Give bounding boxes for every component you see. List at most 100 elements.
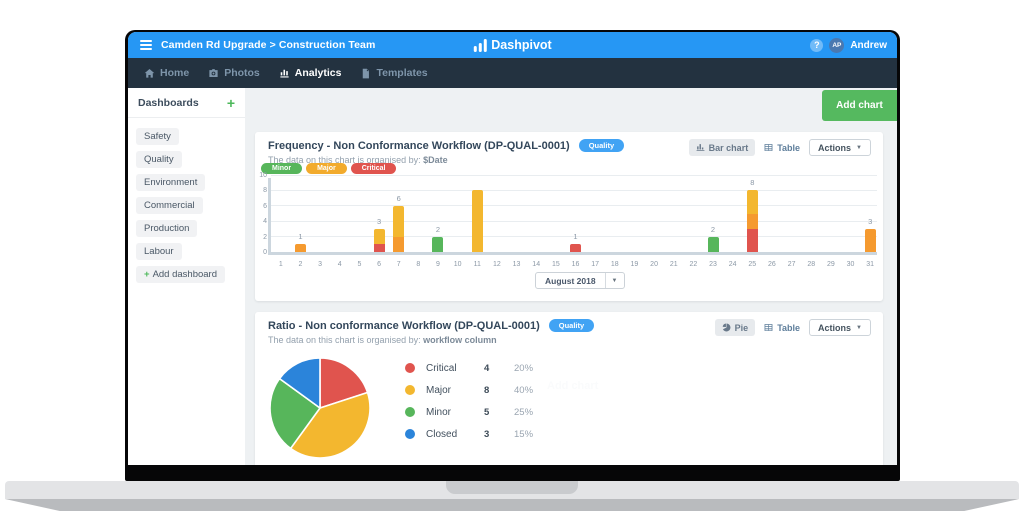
laptop-screen-bezel: Camden Rd Upgrade > Construction Team Da… [125, 30, 900, 481]
bar-day-9[interactable] [432, 236, 444, 252]
x-axis-tick: 25 [748, 261, 757, 268]
bar-chart-legend: Minor Major Critical [261, 163, 397, 174]
bar-day-7[interactable] [393, 205, 405, 252]
bar-segment-orange [393, 236, 405, 252]
x-axis-tick: 29 [826, 261, 835, 268]
bar-day-11[interactable] [471, 190, 483, 252]
app-body: Dashboards + Safety Quality Environment Com… [128, 88, 897, 465]
x-axis-tick: 11 [473, 261, 481, 268]
bar-day-6[interactable] [373, 228, 385, 252]
sidebar-header: Dashboards + [128, 88, 245, 118]
laptop-base-notch [446, 481, 578, 494]
pie-chart-icon [722, 323, 731, 332]
plus-icon: + [144, 269, 150, 280]
quality-badge[interactable]: Quality [548, 319, 595, 332]
bar-day-31[interactable] [864, 228, 876, 252]
y-axis-tick: 6 [263, 202, 267, 210]
breadcrumb[interactable]: Camden Rd Upgrade > Construction Team [161, 39, 376, 51]
laptop-base-edge [5, 499, 1019, 511]
sidebar-item-environment[interactable]: Environment [136, 174, 206, 191]
ratio-card-buttons: Pie Table Actions ▼ [714, 319, 871, 336]
bar-value-label: 2 [435, 224, 441, 234]
pie-view-button[interactable]: Pie [714, 319, 756, 336]
pie-slice-minor[interactable] [269, 377, 321, 450]
bar-day-2[interactable] [294, 244, 306, 252]
sidebar-add-dashboard[interactable]: + Add dashboard [136, 266, 226, 283]
bar-value-label: 3 [868, 216, 873, 226]
legend-dot [405, 385, 415, 395]
pie-legend: Critical 4 20% Major 8 40% Minor 5 25% Closed 3 15% [405, 363, 533, 451]
pie-legend-row-minor: Minor 5 25% [405, 407, 533, 418]
x-axis-tick: 27 [787, 261, 796, 268]
add-dashboard-plus-icon[interactable]: + [226, 94, 235, 111]
table-icon [764, 324, 773, 331]
x-axis-tick: 17 [591, 261, 600, 268]
sidebar-items: Safety Quality Environment Commercial Produc… [128, 118, 245, 283]
bar-day-23[interactable] [707, 236, 719, 252]
y-axis-tick: 8 [263, 187, 267, 195]
x-axis-tick: 21 [669, 261, 678, 268]
nav-item-analytics[interactable]: Analytics [279, 67, 341, 79]
app-logo-text: Dashpivot [491, 38, 552, 52]
pie-slice-major[interactable] [289, 391, 371, 459]
sidebar-title: Dashboards [138, 96, 199, 109]
x-axis-tick: 12 [493, 261, 501, 268]
x-axis-tick: 5 [357, 261, 362, 268]
hamburger-menu-icon[interactable] [140, 40, 152, 50]
sidebar-item-quality[interactable]: Quality [136, 151, 182, 168]
sidebar-item-commercial[interactable]: Commercial [136, 197, 203, 214]
chevron-down-icon: ▼ [856, 324, 862, 331]
month-select[interactable]: August 2018 ▼ [535, 272, 625, 289]
pie-chart [269, 357, 371, 459]
bar-segment-red [373, 244, 385, 252]
actions-dropdown-button[interactable]: Actions ▼ [809, 139, 871, 156]
bar-segment-orange [746, 213, 758, 229]
bar-segment-yellow [373, 228, 385, 245]
bar-segment-green [707, 236, 719, 252]
legend-pill-critical[interactable]: Critical [350, 163, 397, 174]
legend-label: Critical [426, 362, 457, 374]
table-view-button[interactable]: Table [764, 323, 800, 333]
x-axis-tick: 24 [728, 261, 737, 268]
bar-day-25[interactable] [746, 190, 758, 252]
bar-segment-yellow [471, 190, 483, 252]
sidebar-item-labour[interactable]: Labour [136, 243, 182, 260]
chevron-down-icon: ▼ [604, 273, 624, 288]
x-axis-tick: 26 [768, 261, 776, 268]
avatar[interactable]: AP [829, 37, 845, 53]
document-icon [363, 68, 370, 78]
pie-slice-closed[interactable] [278, 357, 321, 409]
table-view-button[interactable]: Table [764, 143, 800, 153]
bar-value-label: 2 [710, 224, 716, 234]
y-axis-tick: 4 [263, 218, 267, 226]
bar-value-label: 1 [573, 232, 578, 242]
bar-day-16[interactable] [570, 244, 581, 252]
quality-badge[interactable]: Quality [578, 139, 625, 152]
legend-pill-major[interactable]: Major [306, 163, 347, 174]
sidebar-item-safety[interactable]: Safety [136, 128, 179, 145]
help-icon[interactable]: ? [810, 38, 824, 52]
legend-pill-minor[interactable]: Minor [261, 163, 303, 174]
nav-item-templates[interactable]: Templates [360, 67, 428, 79]
add-chart-button[interactable]: Add chart [822, 90, 897, 121]
main-content: Add chart Frequency - Non Conformance Wo… [245, 88, 897, 465]
main-nav: Home Photos Analytics Templates [128, 58, 897, 88]
bar-chart-icon [696, 144, 705, 151]
bar-chart-view-button[interactable]: Bar chart [688, 139, 756, 156]
actions-dropdown-button[interactable]: Actions ▼ [809, 319, 871, 336]
x-axis-tick: 9 [436, 261, 440, 268]
gridline [271, 220, 877, 222]
nav-item-photos[interactable]: Photos [208, 67, 260, 79]
x-axis-tick: 23 [709, 261, 717, 268]
nav-item-home[interactable]: Home [144, 67, 189, 79]
pie-legend-row-major: Major 8 40% [405, 385, 533, 396]
y-axis-tick: 10 [259, 172, 267, 179]
bar-segment-red [570, 244, 581, 252]
bar-chart-plot: 0 2 4 6 8 10 1 2 3 4 5 6 7 8 9 10 11 12 13 14 15 16 17 18 19 20 21… [259, 172, 877, 268]
pie-legend-row-critical: Critical 4 20% [405, 362, 533, 374]
app-screen: Camden Rd Upgrade > Construction Team Da… [128, 32, 897, 465]
sidebar-item-production[interactable]: Production [136, 220, 198, 237]
ratio-chart-card: Ratio - Non conformance Workflow (DP-QUA… [255, 312, 883, 465]
pie-slice-critical[interactable] [319, 357, 369, 409]
